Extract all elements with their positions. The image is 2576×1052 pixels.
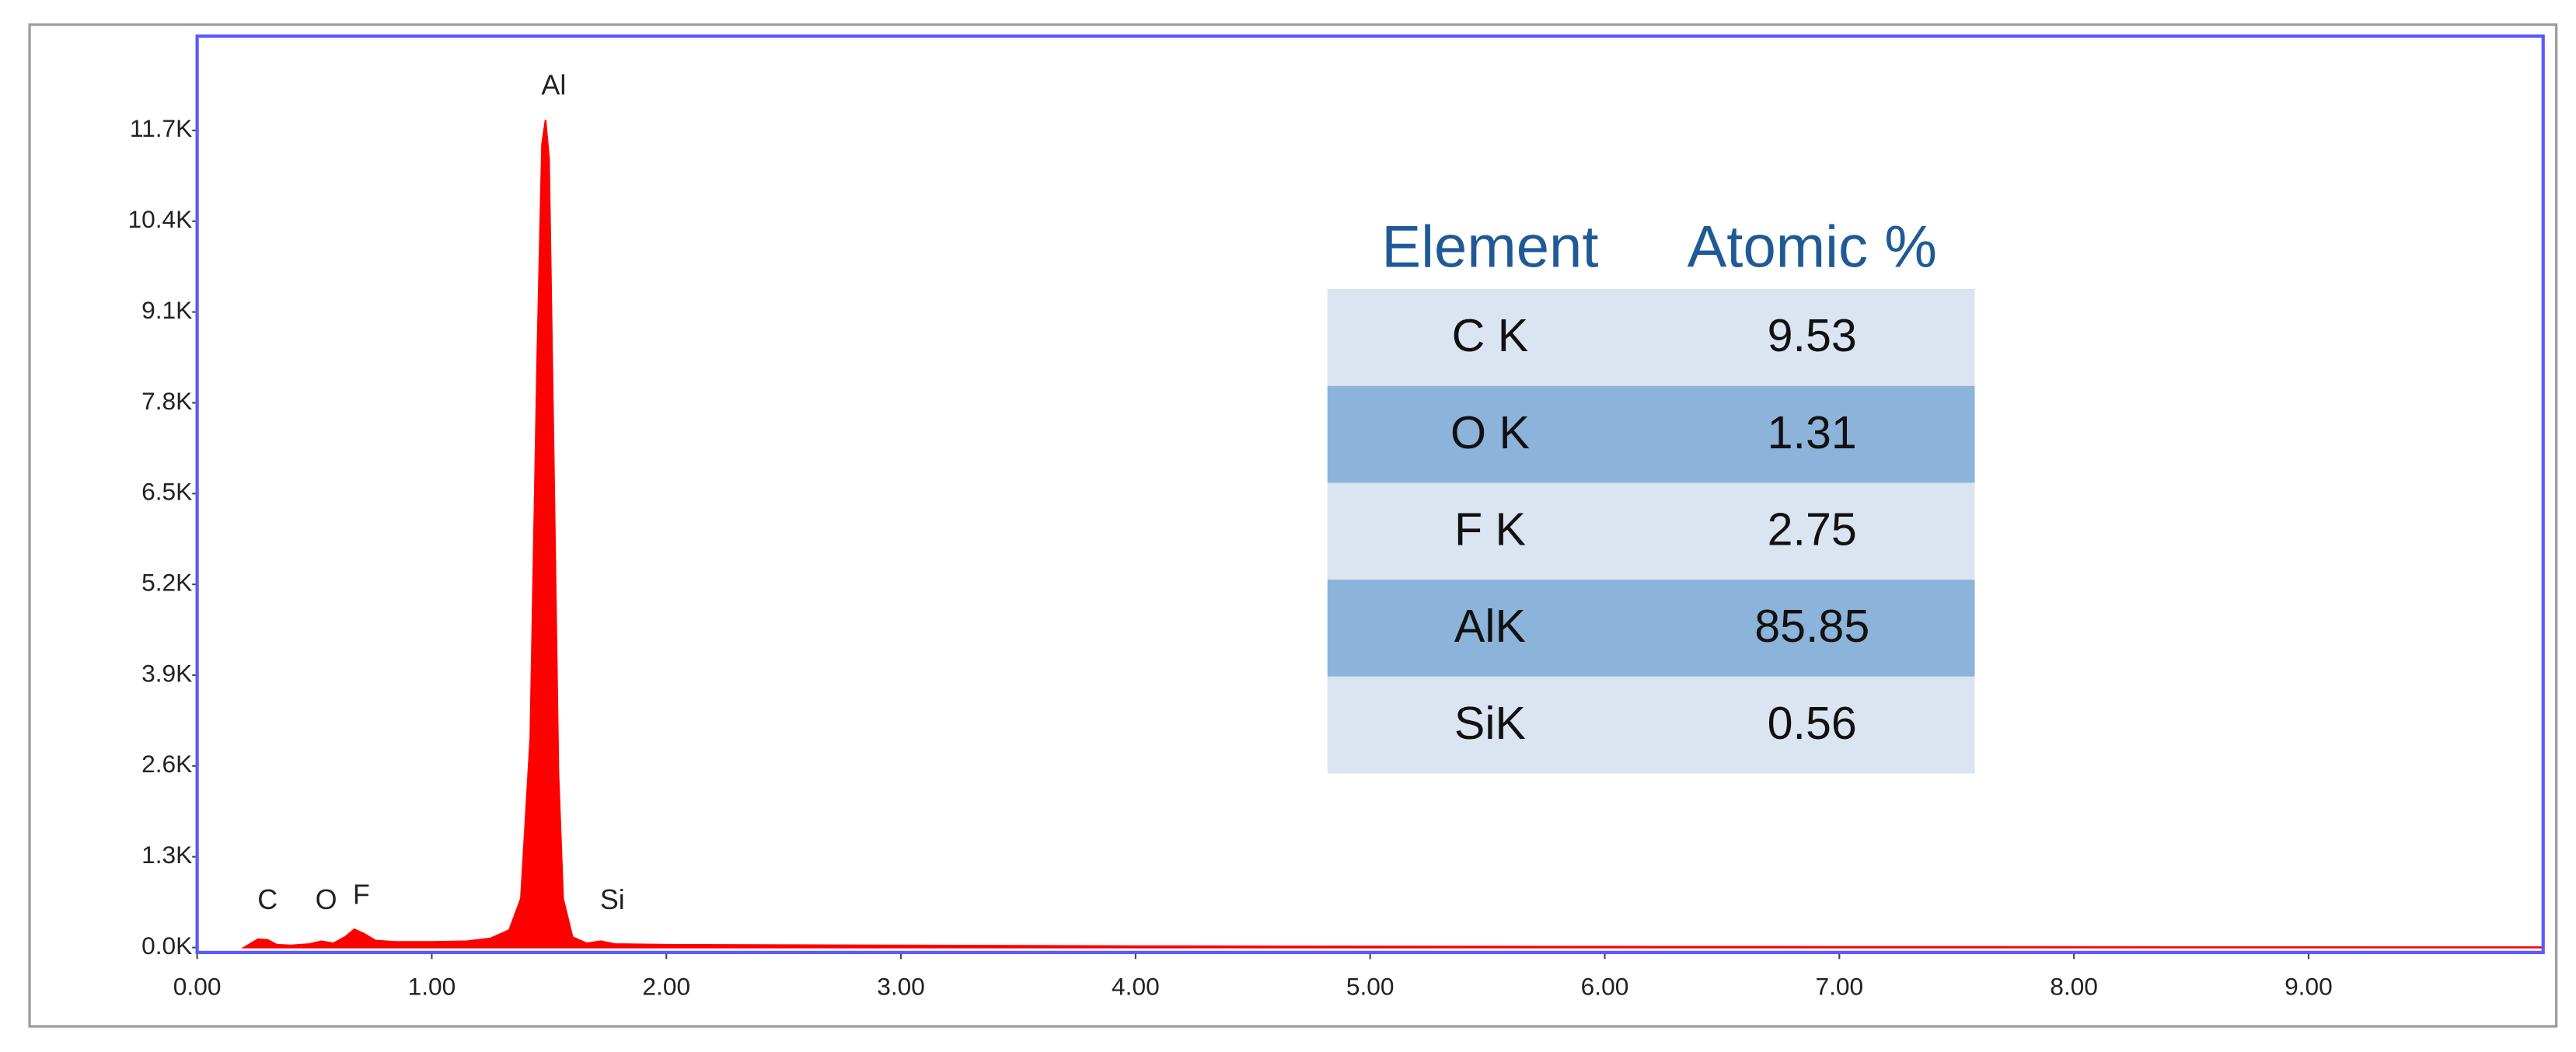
x-tick-label: 6.00 bbox=[1581, 973, 1629, 1001]
table-header: Atomic % bbox=[1688, 214, 1937, 280]
x-tick-label: 5.00 bbox=[1346, 973, 1394, 1001]
y-tick-label: 9.1K bbox=[141, 296, 192, 324]
spectrum bbox=[241, 120, 2544, 949]
x-tick-label: 2.00 bbox=[642, 973, 690, 1001]
table-row bbox=[1327, 580, 1975, 677]
table-cell: O K bbox=[1450, 406, 1530, 458]
table-cell: 2.75 bbox=[1768, 503, 1857, 556]
peak-label: O bbox=[316, 883, 337, 915]
y-tick-label: 10.4K bbox=[127, 205, 192, 233]
y-tick-label: 0.0K bbox=[141, 932, 192, 960]
table-row bbox=[1327, 289, 1975, 386]
peak-label: F bbox=[353, 878, 370, 910]
y-tick-label: 5.2K bbox=[141, 569, 192, 597]
table-cell: 0.56 bbox=[1768, 697, 1857, 749]
peak-label: Al bbox=[541, 69, 566, 101]
table-cell: C K bbox=[1452, 309, 1529, 361]
table-row bbox=[1327, 385, 1975, 483]
y-tick-label: 2.6K bbox=[141, 750, 192, 778]
plot-frame bbox=[195, 34, 2545, 954]
table-cell: 1.31 bbox=[1768, 406, 1857, 458]
table-cell: SiK bbox=[1454, 697, 1526, 749]
outer-frame bbox=[28, 23, 2558, 1028]
x-tick-label: 9.00 bbox=[2285, 973, 2333, 1001]
x-tick-label: 1.00 bbox=[408, 973, 456, 1001]
y-tick-label: 7.8K bbox=[141, 387, 192, 415]
x-tick-label: 7.00 bbox=[1815, 973, 1863, 1001]
table-row bbox=[1327, 482, 1975, 580]
peak-label: Si bbox=[600, 883, 625, 915]
peak-label: C bbox=[257, 883, 277, 915]
y-tick-label: 11.7K bbox=[130, 114, 192, 142]
y-tick-label: 3.9K bbox=[141, 659, 192, 687]
table-row bbox=[1327, 676, 1975, 774]
y-tick-label: 1.3K bbox=[141, 841, 192, 869]
table-cell: 85.85 bbox=[1754, 600, 1869, 652]
table-cell: F K bbox=[1454, 503, 1526, 556]
y-tick-label: 6.5K bbox=[141, 478, 192, 506]
x-tick-label: 8.00 bbox=[2050, 973, 2098, 1001]
table-header: Element bbox=[1381, 214, 1598, 280]
table-cell: AlK bbox=[1454, 600, 1526, 652]
x-tick-label: 3.00 bbox=[877, 973, 925, 1001]
x-tick-label: 0.00 bbox=[173, 973, 222, 1001]
table-cell: 9.53 bbox=[1768, 309, 1857, 361]
x-tick-label: 4.00 bbox=[1112, 973, 1160, 1001]
